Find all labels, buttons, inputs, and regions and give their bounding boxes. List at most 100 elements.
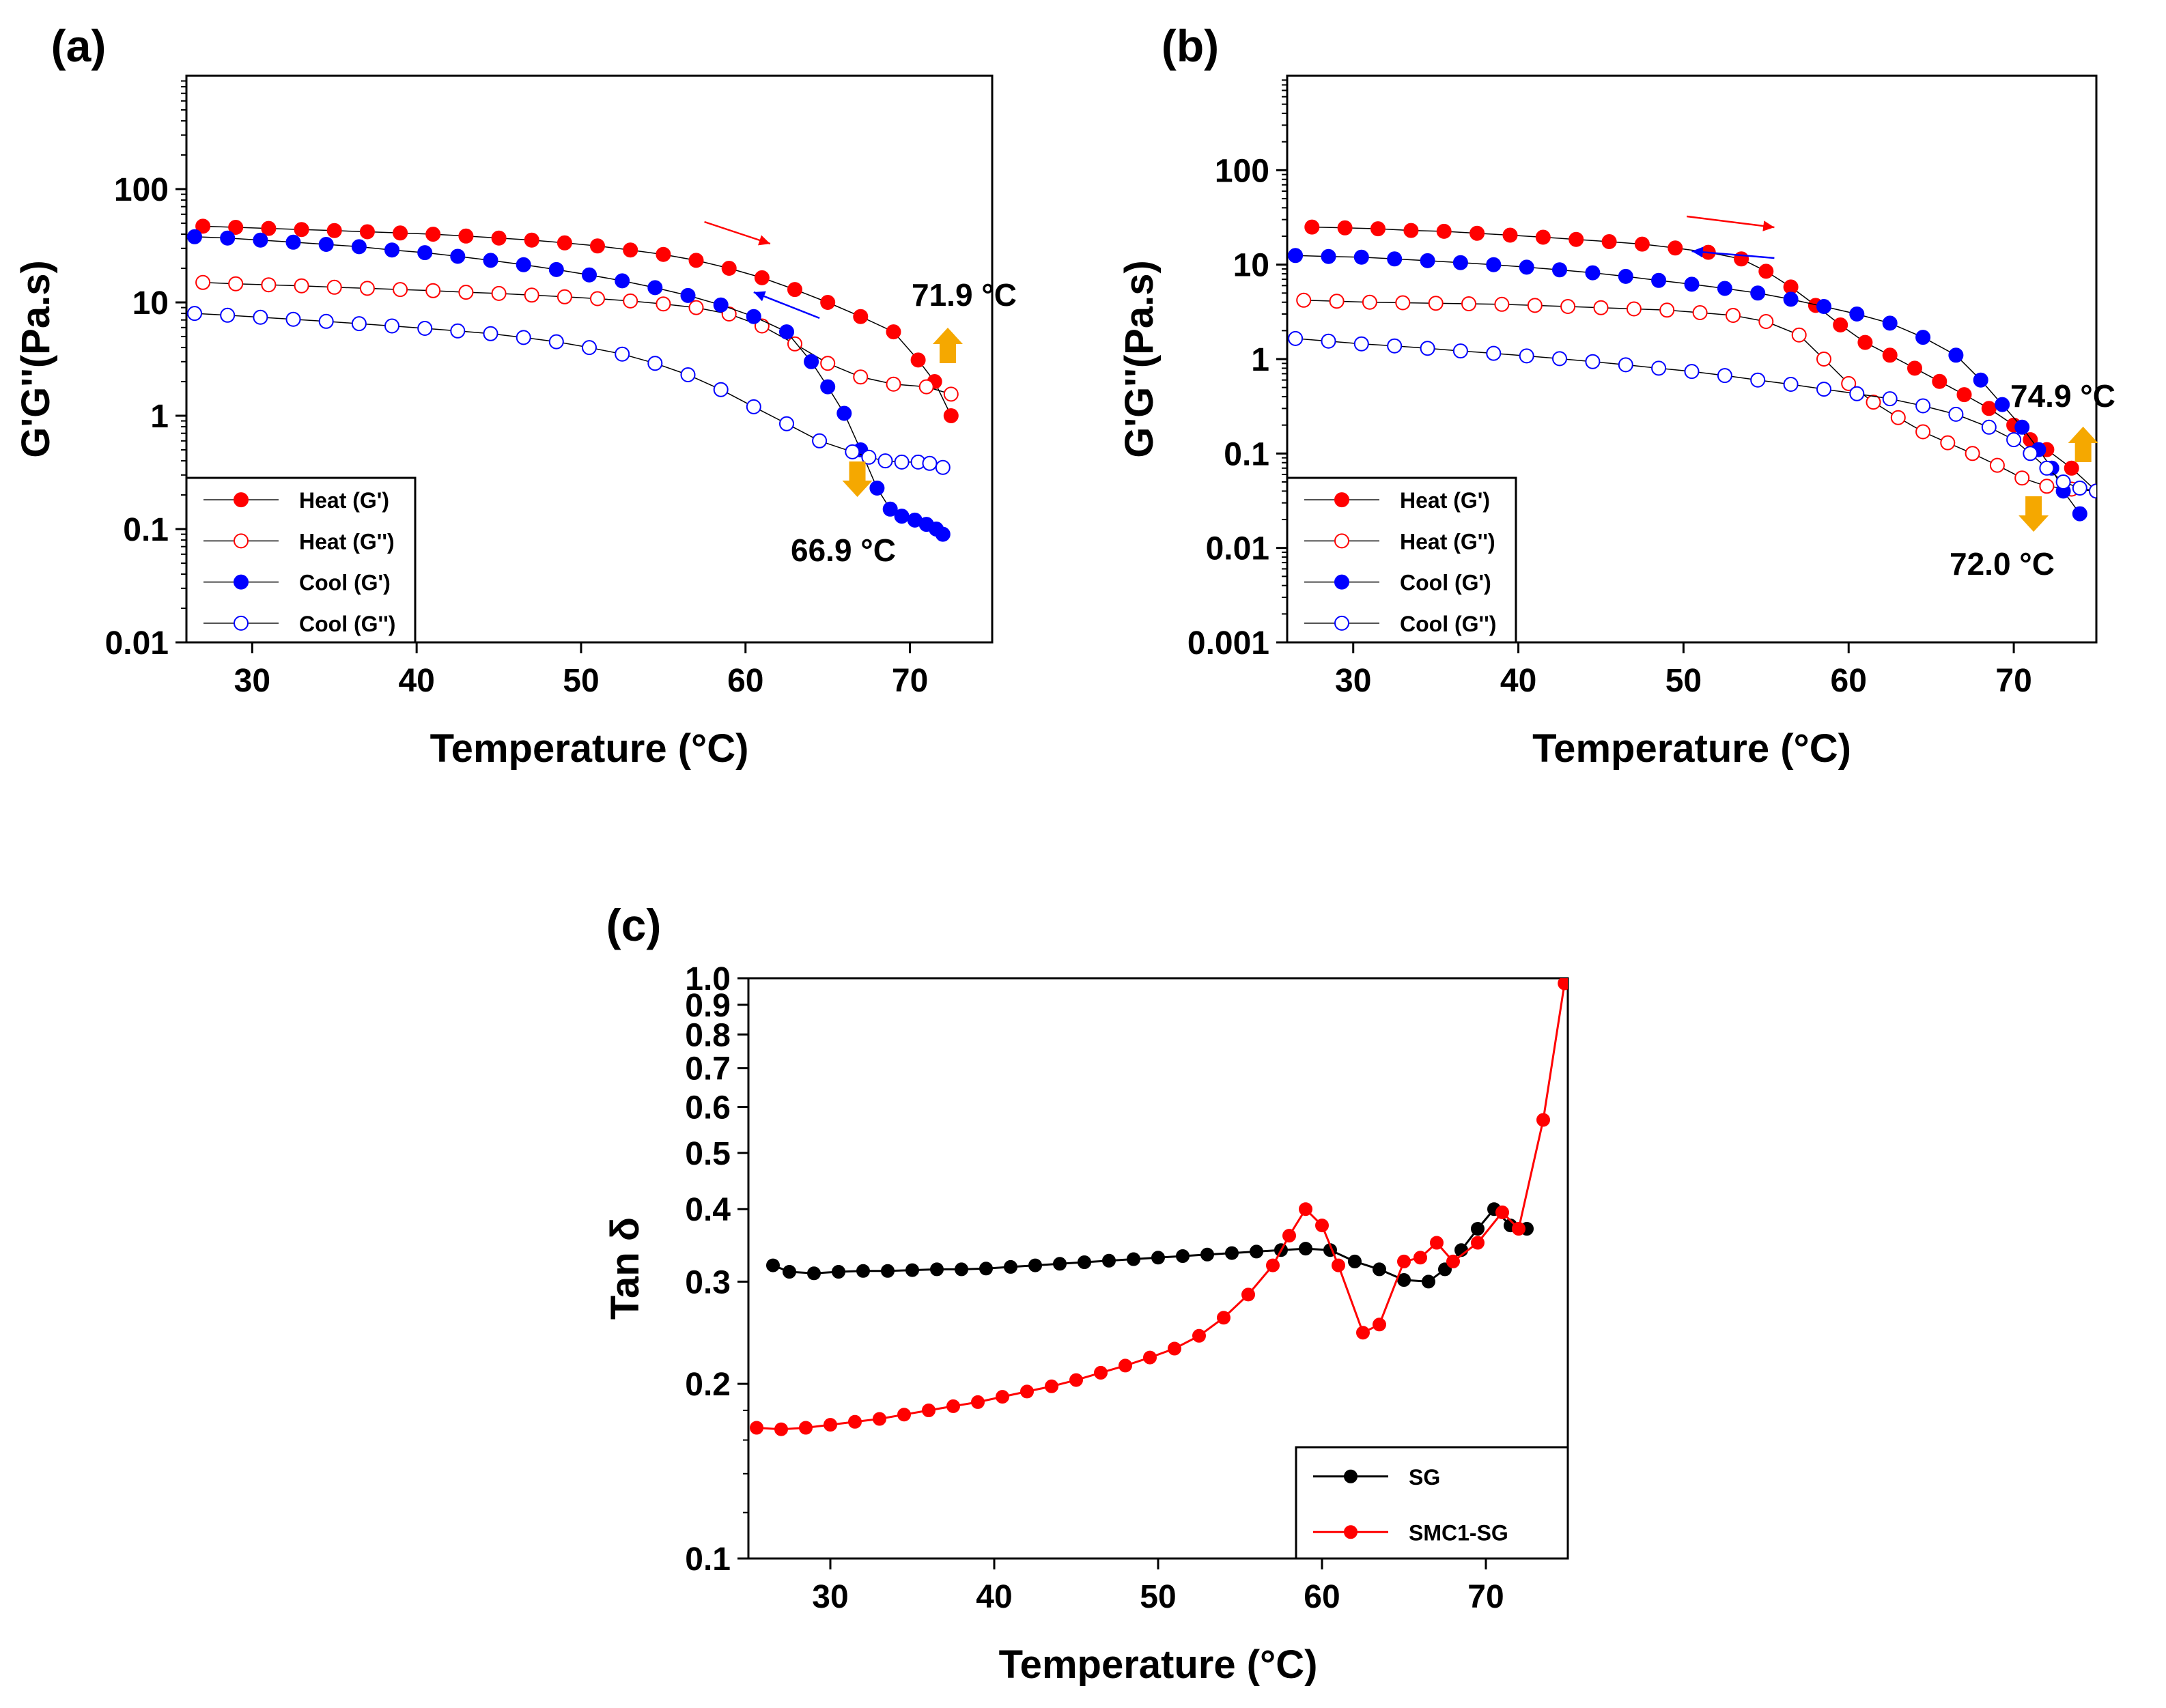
- data-point: [1890, 410, 1906, 425]
- data-point: [836, 405, 852, 421]
- data-point: [483, 253, 498, 268]
- data-point: [1143, 1350, 1157, 1365]
- y-tick-label: 0.1: [123, 512, 169, 548]
- data-point: [779, 416, 794, 431]
- data-point: [922, 455, 938, 471]
- data-point: [615, 273, 630, 289]
- data-point: [1816, 299, 1831, 314]
- data-point: [1512, 1222, 1525, 1236]
- direction-arrow-icon: [704, 220, 771, 245]
- data-point: [1907, 360, 1922, 376]
- x-tick-label: 60: [727, 663, 763, 699]
- data-point: [1119, 1358, 1132, 1373]
- data-point: [228, 276, 244, 291]
- data-point: [1692, 305, 1708, 320]
- annotation-label: 72.0 °C: [1950, 546, 2055, 582]
- data-point: [955, 1262, 968, 1277]
- data-point: [1535, 229, 1551, 245]
- y-tick-label: 1.0: [685, 961, 731, 997]
- data-point: [881, 1264, 895, 1278]
- data-point: [450, 248, 466, 264]
- data-point: [1915, 424, 1931, 440]
- data-point: [590, 238, 605, 254]
- data-point: [294, 278, 309, 294]
- data-point: [873, 1412, 886, 1426]
- data-point: [1486, 257, 1502, 272]
- crossover-arrow-icon: [932, 328, 963, 363]
- data-point: [2014, 470, 2030, 486]
- data-point: [1857, 335, 1873, 350]
- data-point: [1452, 343, 1468, 359]
- data-point: [1356, 1326, 1370, 1340]
- data-point: [351, 239, 367, 255]
- y-tick-label: 0.4: [685, 1192, 731, 1228]
- data-point: [845, 444, 860, 459]
- data-point: [1948, 406, 1964, 422]
- data-point: [1241, 1287, 1255, 1302]
- data-point: [220, 307, 236, 323]
- x-tick-label: 40: [398, 663, 434, 699]
- data-point: [1750, 372, 1766, 388]
- legend-label: Heat (G'): [299, 488, 389, 513]
- data-point: [458, 228, 474, 244]
- legend-label: Cool (G'): [1400, 571, 1491, 595]
- data-point: [318, 237, 334, 252]
- data-point: [1078, 1255, 1091, 1269]
- y-tick-label: 0.9: [685, 988, 731, 1024]
- data-point: [1956, 387, 1972, 403]
- legend-label: SMC1-SG: [1409, 1520, 1508, 1545]
- data-point: [1436, 223, 1452, 239]
- data-point: [1387, 251, 1403, 267]
- data-point: [1395, 295, 1411, 311]
- chart-panel-c: (c) 30 40 50 60 70 0.1 0.2 0.3 0.4 0.5 0.60.70.80.9…: [603, 900, 1569, 1687]
- y-tick-label: 10: [132, 285, 169, 322]
- y-tick-label: 1: [1251, 342, 1269, 378]
- data-point: [557, 289, 572, 304]
- data-point: [774, 1422, 788, 1436]
- data-point: [754, 270, 770, 285]
- x-tick-label: 30: [812, 1579, 848, 1615]
- data-point: [713, 297, 729, 313]
- data-point: [1362, 294, 1377, 310]
- crossover-arrow-icon: [2068, 427, 2098, 462]
- data-point: [897, 1408, 911, 1422]
- data-point: [1882, 315, 1898, 331]
- data-point: [1304, 219, 1320, 235]
- data-point: [1329, 294, 1345, 309]
- data-point: [647, 356, 663, 371]
- data-point: [1626, 301, 1642, 317]
- series-group: [187, 218, 959, 542]
- data-point: [1973, 372, 1988, 388]
- data-point: [746, 399, 761, 414]
- data-point: [1288, 248, 1304, 264]
- data-point: [820, 379, 836, 395]
- data-point: [1791, 327, 1807, 343]
- data-point: [877, 453, 893, 469]
- data-point: [910, 352, 926, 368]
- data-point: [1989, 457, 2005, 473]
- data-point: [1296, 292, 1312, 308]
- x-tick-label: 50: [1665, 663, 1702, 699]
- direction-arrow-head-icon: [1762, 220, 1775, 231]
- data-point: [483, 326, 498, 341]
- data-point: [425, 227, 441, 242]
- data-point: [1560, 299, 1576, 314]
- series-line: [1295, 338, 2096, 492]
- direction-arrow-icon: [753, 291, 820, 319]
- data-point: [886, 324, 901, 340]
- annotation-label: 66.9 °C: [791, 532, 896, 568]
- data-point: [359, 281, 375, 296]
- data-point: [359, 224, 375, 240]
- data-point: [1717, 368, 1732, 384]
- data-point: [220, 230, 236, 246]
- data-point: [1684, 276, 1700, 292]
- data-point: [1020, 1384, 1034, 1399]
- data-point: [1353, 249, 1369, 265]
- data-point: [713, 382, 729, 397]
- data-point: [623, 293, 638, 309]
- x-tick-label: 50: [1140, 1579, 1176, 1615]
- data-point: [1373, 1262, 1386, 1277]
- data-point: [1413, 1251, 1427, 1265]
- data-point: [1940, 435, 1956, 451]
- legend-marker: [234, 492, 249, 508]
